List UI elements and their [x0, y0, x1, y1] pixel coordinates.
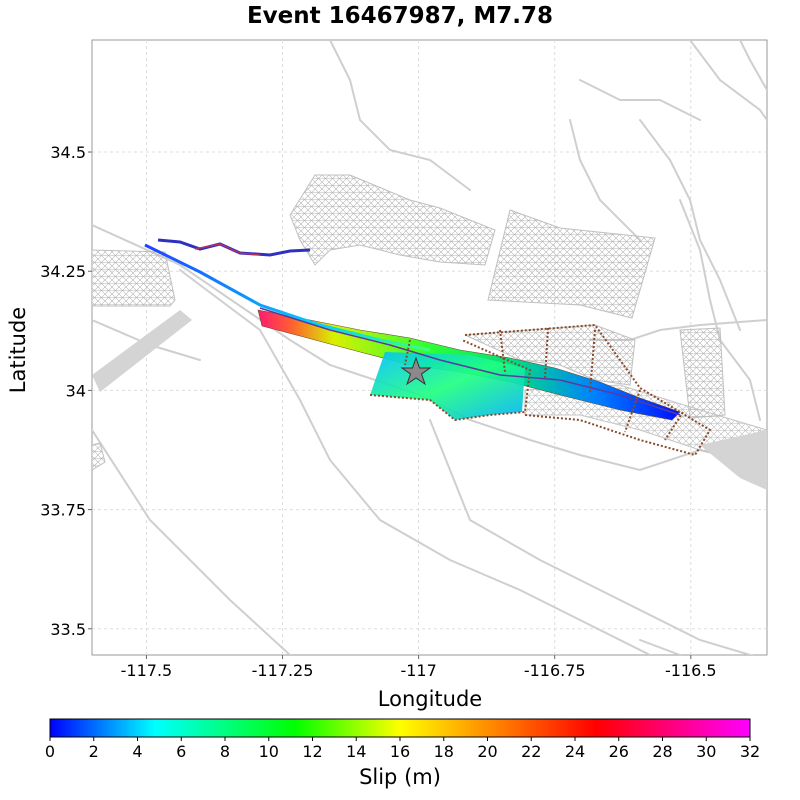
fault-trace-ne2 — [579, 79, 701, 121]
mesh-east — [679, 327, 726, 419]
fault-mesh — [92, 174, 767, 490]
fault-trace-ne1 — [689, 40, 767, 121]
colorbar-tick-label: 0 — [45, 742, 55, 761]
colorbar-tick-label: 18 — [434, 742, 454, 761]
chart-title: Event 16467987, M7.78 — [247, 3, 553, 29]
y-tick-label: 34 — [66, 381, 86, 400]
fault-trace-north2 — [569, 119, 641, 241]
colorbar-tick-label: 12 — [302, 742, 322, 761]
x-axis-ticks: -117.5 -117.25 -117 -116.75 -116.5 — [121, 655, 717, 680]
fault-trace-se — [429, 419, 754, 655]
slip-trace-north-red — [194, 243, 261, 256]
rupture-fault-line — [259, 307, 681, 416]
x-axis-label: Longitude — [378, 687, 482, 711]
fault-trace-sw — [92, 224, 767, 472]
mesh-southwest-strip — [92, 310, 192, 392]
rupture-outline-5 — [624, 389, 641, 433]
slip-trace — [144, 243, 431, 352]
y-tick-label: 34.5 — [50, 143, 86, 162]
fault-trace-se2 — [639, 639, 681, 655]
colorbar-tick-label: 30 — [696, 742, 716, 761]
colorbar-tick-label: 28 — [652, 742, 672, 761]
rupture-outline-8 — [404, 339, 411, 366]
rupture-outline-1 — [464, 323, 712, 457]
mesh-west — [92, 249, 176, 307]
fault-trace-long — [92, 429, 291, 655]
colorbar-label: Slip (m) — [359, 765, 441, 789]
colorbar-tick-label: 22 — [521, 742, 541, 761]
rupture-outline-3 — [544, 327, 549, 379]
colorbar-tick-label: 6 — [176, 742, 186, 761]
hypocenter-star — [400, 356, 432, 386]
colorbar-tick-label: 16 — [390, 742, 410, 761]
y-axis-ticks: 33.5 33.75 34 34.25 34.5 — [40, 143, 92, 639]
colorbar-tick-label: 8 — [220, 742, 230, 761]
colorbar — [49, 718, 751, 738]
mesh-southeast-strip — [700, 430, 767, 490]
colorbar-tick-label: 2 — [89, 742, 99, 761]
fault-trace-ne4 — [679, 199, 761, 421]
fault-trace-north3 — [639, 119, 741, 331]
mesh-north — [289, 174, 496, 266]
colorbar-tick-label: 26 — [609, 742, 629, 761]
mesh-northeast — [487, 209, 656, 319]
x-tick-label: -117.25 — [252, 661, 314, 680]
colorbar-tick-label: 32 — [740, 742, 760, 761]
colorbar-tick-label: 4 — [132, 742, 142, 761]
rupture-outline-7 — [369, 339, 532, 422]
x-tick-label: -117 — [400, 661, 436, 680]
y-tick-label: 33.5 — [50, 620, 86, 639]
colorbar-tick-label: 20 — [477, 742, 497, 761]
colorbar-tick-label: 14 — [346, 742, 366, 761]
mesh-sw-small — [92, 442, 106, 471]
rupture-outlines — [369, 323, 712, 457]
colorbar-tick-label: 10 — [259, 742, 279, 761]
y-tick-label: 33.75 — [40, 501, 86, 520]
fault-trace-north1 — [329, 40, 471, 191]
x-tick-label: -116.5 — [665, 661, 717, 680]
fault-lines — [92, 40, 767, 655]
colorbar-tick-label: 24 — [565, 742, 585, 761]
fault-trace-ne3 — [739, 40, 767, 91]
rupture-outline-2 — [499, 329, 506, 373]
fault-trace-mid — [179, 269, 651, 655]
colorbar-ticks: 0 2 4 6 8 10 12 14 16 18 20 22 24 26 28 30 32 — [45, 737, 760, 761]
y-tick-label: 34.25 — [40, 262, 86, 281]
x-tick-label: -117.5 — [121, 661, 173, 680]
y-axis-label: Latitude — [6, 307, 30, 393]
rupture-outline-6 — [664, 411, 684, 441]
x-tick-label: -116.75 — [524, 661, 586, 680]
